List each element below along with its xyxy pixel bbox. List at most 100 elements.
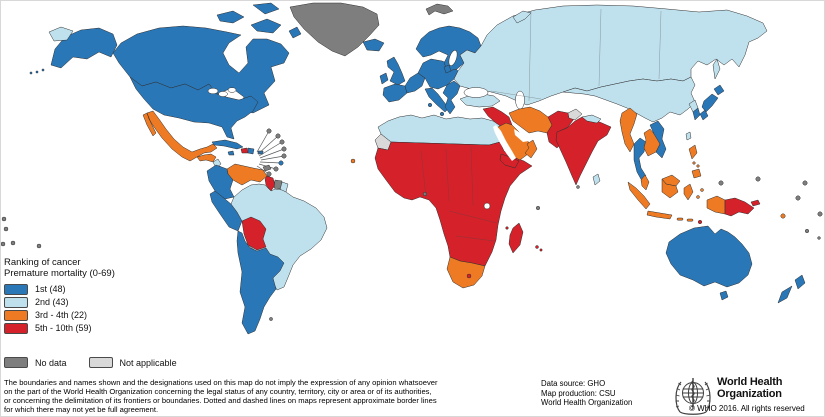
boundary-disclaimer: The boundaries and names shown and the d… [4,378,534,414]
region-denmark [443,64,452,74]
region-nepal-bhutan [581,114,602,124]
region-iberia [382,83,408,103]
region-chukotka-fragment [48,26,74,42]
region-oman [524,139,538,159]
disclaimer-line2: on the part of the World Health Organiza… [4,387,432,397]
region-bolivia [241,216,267,251]
region-solomon-islands [780,213,786,219]
legend-title-line1: Ranking of cancer [4,257,81,268]
region-novaya-zemlya [512,10,532,24]
legend-label-rank5-10: 5th - 10th (59) [35,323,92,334]
region-borneo-indonesia [661,178,679,199]
region-malaysia-peninsula [640,174,650,191]
region-papua-new-guinea [724,197,755,217]
region-iceland [362,38,385,52]
region-sakhalin [712,58,721,80]
legend-swatch-rank1 [4,283,28,295]
legend-title-line2: Premature mortality (0-69) [4,268,115,280]
region-australia [665,225,753,288]
region-russia-cis [453,4,768,106]
region-falkland-islands [269,317,273,321]
map-production: Map production: CSU [541,388,616,398]
who-logo-name-line1: World Health [717,376,783,388]
region-kashmir [567,108,583,121]
sea-persian-gulf [514,129,529,142]
region-east-timor [697,219,703,225]
region-vietnam [649,120,667,159]
region-lesser-sunda [676,217,694,222]
lake-great-lakes [207,87,219,95]
region-uk [386,56,406,86]
region-moluccas [696,188,704,199]
legend-swatch-rank2 [4,296,28,308]
region-mexico [142,110,218,162]
region-sao-tome [422,191,428,197]
sea-caspian [515,90,525,110]
legend-swatch-rank5-10 [4,322,28,334]
producing-organization: World Health Organization [541,398,633,408]
legend-item-not-applicable: Not applicable [88,357,177,368]
region-sri-lanka [592,173,601,186]
region-barbados [278,160,284,166]
region-south-africa [446,256,486,289]
region-balkans-greece [442,80,461,115]
region-thailand [633,137,647,182]
region-comoros [505,226,509,230]
region-pacific-islands [1,176,823,249]
region-venezuela [226,163,268,186]
region-seychelles [535,205,541,211]
who-logo-name-line2: Organization [717,387,782,400]
legend-label-no-data: No data [35,357,67,368]
region-haiti [240,147,249,154]
region-usa [129,76,259,140]
region-cape-verde [350,158,356,164]
region-philippines [688,144,702,179]
region-colombia [206,164,235,200]
legend-label-rank1: 1st (48) [35,284,66,295]
legend-title: Ranking of cancer Premature mortality (0… [4,257,115,279]
legend-item-rank3-4: 3rd - 4th (22) [4,309,115,321]
who-logo-name: World Health Organization [717,376,783,400]
region-south-korea [692,107,701,121]
legend-item-no-data: No data [4,357,67,368]
legend-rows: 1st (48) 2nd (43) 3rd - 4th (22) 5th - 1… [4,283,115,334]
world-map [1,2,823,335]
region-sulawesi [683,183,694,201]
internal-borders [420,8,662,242]
region-madagascar [508,222,524,254]
region-france [404,72,426,94]
legend-item-rank2: 2nd (43) [4,296,115,308]
legend-label-not-applicable: Not applicable [119,357,177,368]
region-greenland [289,2,380,57]
region-dominican-republic [247,147,255,155]
sea-black-sea [463,87,489,98]
who-emblem-icon [675,378,711,415]
region-trinidad [262,164,272,172]
region-maldives [576,185,580,189]
region-central-america [196,153,217,163]
legend-swatch-not-applicable [88,357,113,368]
region-sumatra [627,181,651,210]
region-new-britain [750,199,761,207]
region-mauritius [535,245,543,252]
source-block: Data source: GHO Map production: CSU Wor… [541,379,632,408]
region-fiji [817,236,821,240]
copyright-notice: © WHO 2016. All rights reserved [689,404,805,413]
region-india [555,116,612,186]
region-japan [699,84,725,121]
region-italy-islands [427,102,445,117]
legend-status-row: No data Not applicable [4,357,177,368]
region-jamaica [227,150,235,156]
region-taiwan [685,131,692,141]
region-southern-cone [236,230,285,335]
legend-item-rank5-10: 5th - 10th (59) [4,322,115,334]
sea-red-sea [493,125,516,161]
region-java [646,210,673,220]
caribbean-leader-lines [256,130,285,175]
region-indonesian-papua [706,195,726,215]
region-caribbean-small-islands [266,128,287,177]
region-north-africa [377,114,501,146]
disclaimer-line3: or concerning the delimitation of its fr… [4,396,437,406]
legend-item-rank1: 1st (48) [4,283,115,295]
